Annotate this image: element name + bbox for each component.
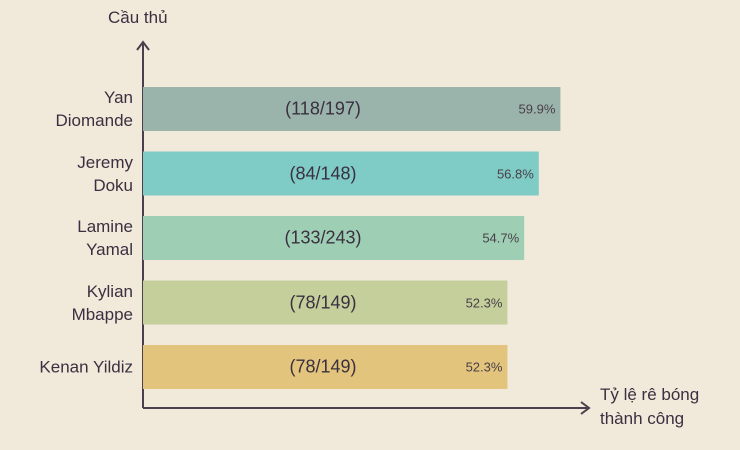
category-label: Kylian Mbappe bbox=[71, 281, 133, 324]
bar bbox=[143, 151, 539, 196]
value-label: 52.3% bbox=[465, 359, 503, 375]
value-label: 56.8% bbox=[496, 166, 534, 181]
value-label: 54.7% bbox=[482, 230, 520, 246]
bar bbox=[143, 345, 508, 389]
count-label: (78/149) bbox=[289, 292, 357, 312]
count-label: (133/243) bbox=[284, 227, 362, 248]
bar bbox=[143, 87, 561, 131]
y-arrow bbox=[136, 40, 150, 51]
count-label: (118/197) bbox=[285, 98, 361, 119]
bar bbox=[143, 280, 508, 325]
value-label: 59.9% bbox=[518, 101, 556, 117]
category-label: Kenan Yildiz bbox=[39, 357, 133, 377]
bar bbox=[143, 216, 525, 260]
category-label: Lamine Yamal bbox=[77, 217, 133, 259]
y-axis-label: Cầu thủ bbox=[108, 8, 168, 27]
x-arrow bbox=[580, 401, 591, 415]
category-label: Yan Diomande bbox=[55, 88, 134, 130]
value-label: 52.3% bbox=[465, 295, 503, 310]
category-label: Jeremy Doku bbox=[77, 152, 133, 195]
count-label: (78/149) bbox=[289, 356, 357, 377]
x-axis-label: Tỷ lệ rê bóng thành công bbox=[600, 385, 700, 428]
count-label: (84/148) bbox=[289, 163, 357, 183]
